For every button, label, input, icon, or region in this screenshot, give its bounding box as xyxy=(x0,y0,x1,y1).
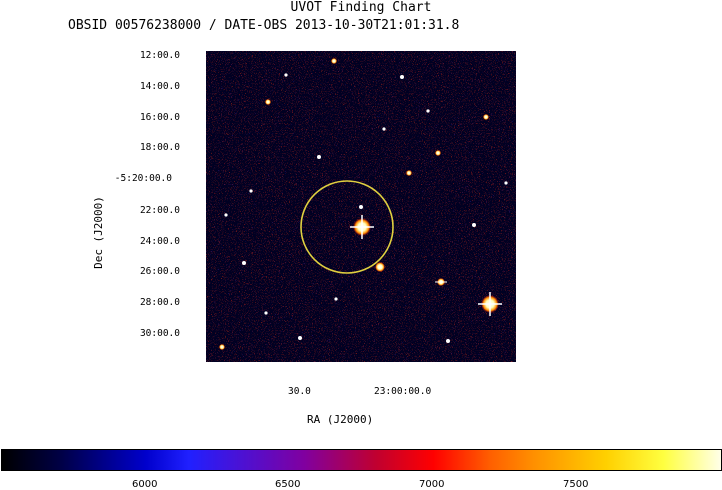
sky-image[interactable] xyxy=(206,51,516,362)
ytick-label: 16:00.0 xyxy=(139,112,180,123)
y-axis-label: Dec (J2000) xyxy=(91,196,105,269)
ytick-label: 22:00.0 xyxy=(139,205,180,216)
xtick-label: 30.0 xyxy=(288,386,311,397)
ytick-label: 12:00.0 xyxy=(139,50,180,61)
x-axis-label: RA (J2000) xyxy=(307,413,374,426)
ytick-label: 18:00.0 xyxy=(139,142,180,153)
colorbar-tick-label: 6000 xyxy=(132,479,158,490)
sky-image-svg xyxy=(206,51,516,362)
ytick-label: 14:00.0 xyxy=(139,81,180,92)
stars xyxy=(219,58,508,350)
ytick-label: 30:00.0 xyxy=(139,328,180,339)
ytick-label: 24:00.0 xyxy=(139,236,180,247)
colorbar-tick-label: 7000 xyxy=(419,479,445,490)
ytick-label: 28:00.0 xyxy=(139,297,180,308)
colorbar-tick-label: 7500 xyxy=(563,479,589,490)
chart-title: UVOT Finding Chart xyxy=(290,0,432,15)
source-region-circle xyxy=(300,180,394,274)
chart-subtitle: OBSID 00576238000 / DATE-OBS 2013-10-30T… xyxy=(68,18,460,33)
colorbar xyxy=(1,449,722,471)
ytick-label: -5:20:00.0 xyxy=(114,173,172,184)
ytick-label: 26:00.0 xyxy=(139,266,180,277)
colorbar-tick-label: 6500 xyxy=(275,479,301,490)
xtick-label: 23:00:00.0 xyxy=(374,386,432,397)
